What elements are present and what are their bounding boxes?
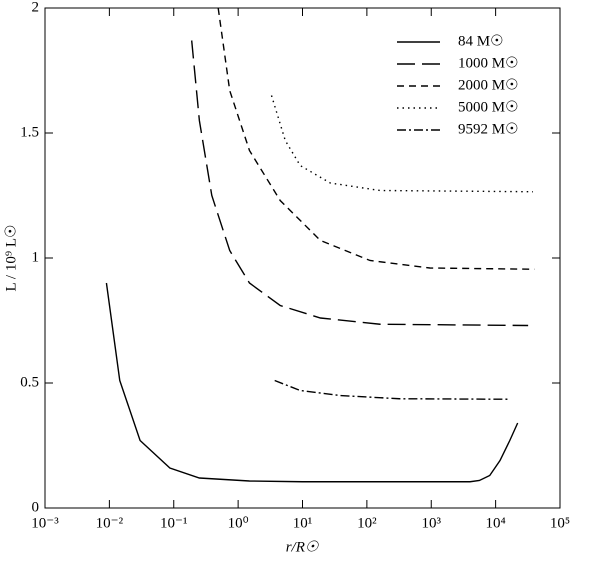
x-tick-label: 10³ [422,515,442,531]
legend-label: 9592 M☉ [458,121,519,137]
y-axis-label: L / 10⁹ L☉ [3,225,19,292]
series-line [190,40,529,327]
y-tick-label: 1 [32,249,40,265]
legend-label: 5000 M☉ [458,99,519,115]
x-tick-label: 10⁴ [486,515,506,531]
series-line [270,95,533,193]
x-tick-label: 10⁰ [228,515,249,531]
y-tick-label: 0 [32,499,40,515]
x-tick-label: 10⁵ [550,515,570,531]
y-tick-label: 1.5 [20,124,39,140]
series-line [274,379,510,400]
x-tick-label: 10⁻¹ [160,515,187,531]
y-tick-label: 2 [32,0,40,15]
x-tick-label: 10¹ [293,515,313,531]
y-tick-label: 0.5 [20,374,39,390]
x-axis-label: r/R☉ [286,539,319,555]
series-line [217,7,535,270]
series-line [105,282,519,483]
x-tick-label: 10² [357,515,377,531]
x-tick-label: 10⁻³ [31,515,59,531]
legend-label: 84 M☉ [458,33,504,49]
legend-label: 2000 M☉ [458,77,519,93]
legend-label: 1000 M☉ [458,55,519,71]
x-tick-label: 10⁻² [96,515,124,531]
